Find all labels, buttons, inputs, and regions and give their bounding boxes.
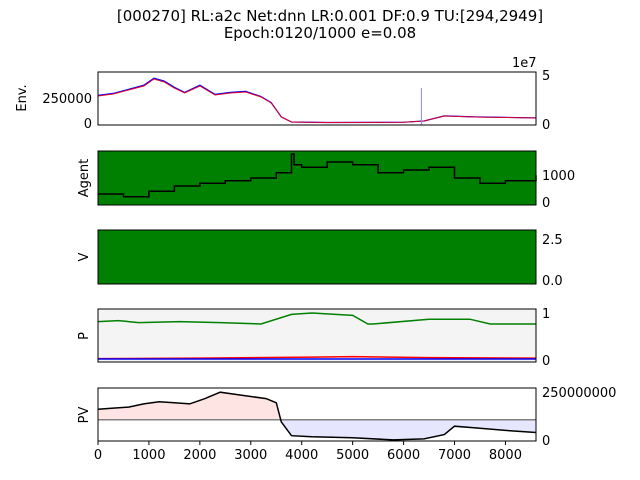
env-panel: Env. 250000 0 5 0 1e7 xyxy=(15,56,550,133)
p-frame xyxy=(97,308,537,363)
v-plot-area xyxy=(98,230,536,284)
pv-xtick-group: 0 1000 2000 3000 4000 5000 6000 7000 8000 xyxy=(94,441,522,463)
env-right-tick-0: 0 xyxy=(542,118,550,133)
pv-xtick-label-6000: 6000 xyxy=(387,448,420,463)
agent-line xyxy=(98,153,537,198)
v-right-tick-0.0: 0.0 xyxy=(542,274,563,289)
pv-right-tick-250000000: 250000000 xyxy=(542,386,616,401)
chart-subtitle: Epoch:0120/1000 e=0.08 xyxy=(224,24,416,42)
v-ylabel: V xyxy=(77,252,92,261)
agent-ylabel: Agent xyxy=(77,159,92,197)
pv-xtick-label-4000: 4000 xyxy=(285,448,318,463)
env-price-line-red xyxy=(97,78,537,124)
agent-series-group xyxy=(98,153,537,198)
agent-frame xyxy=(97,150,537,206)
pv-right-tick-0: 0 xyxy=(542,434,550,449)
pv-xtick-label-5000: 5000 xyxy=(336,448,369,463)
pv-series-group xyxy=(97,391,537,441)
p-panel: P 1 0 xyxy=(77,307,550,369)
p-series-group xyxy=(97,312,537,360)
v-panel: V 2.5 0.0 xyxy=(77,229,563,289)
pv-panel: PV 250000000 0 0 1000 2000 3000 4000 5000 6000… xyxy=(77,386,616,463)
pv-frame xyxy=(97,387,537,442)
p-line-green xyxy=(97,312,536,325)
p-right-tick-0: 0 xyxy=(542,354,550,369)
v-right-tick-2.5: 2.5 xyxy=(542,233,563,248)
pv-xtick-label-2000: 2000 xyxy=(183,448,216,463)
pv-xtick-label-1000: 1000 xyxy=(132,448,165,463)
v-frame xyxy=(97,229,537,285)
chart-title: [000270] RL:a2c Net:dnn LR:0.001 DF:0.9 … xyxy=(117,7,543,25)
pv-line xyxy=(97,391,537,441)
p-right-tick-1: 1 xyxy=(542,307,550,322)
p-ylabel: P xyxy=(77,332,92,340)
env-series-group xyxy=(97,77,537,125)
pv-ylabel: PV xyxy=(77,407,92,424)
pv-loss-area xyxy=(98,419,536,440)
pv-gain-area xyxy=(98,392,536,420)
env-frame xyxy=(97,71,537,126)
env-left-tick-0: 0 xyxy=(84,117,92,132)
env-ylabel: Env. xyxy=(15,84,30,111)
agent-right-tick-0: 0 xyxy=(542,196,550,211)
env-right-tick-5: 5 xyxy=(542,69,550,84)
env-left-tick-250000: 250000 xyxy=(42,92,92,107)
pv-xtick-label-0: 0 xyxy=(94,448,102,463)
pv-xtick-label-7000: 7000 xyxy=(438,448,471,463)
p-plot-area xyxy=(98,309,536,362)
pv-xtick-label-3000: 3000 xyxy=(234,448,267,463)
pv-xtick-label-8000: 8000 xyxy=(489,448,522,463)
agent-panel: Agent 1000 0 xyxy=(77,150,575,211)
agent-right-tick-1000: 1000 xyxy=(542,169,575,184)
env-right-offset: 1e7 xyxy=(512,56,537,71)
p-line-red xyxy=(97,355,537,360)
